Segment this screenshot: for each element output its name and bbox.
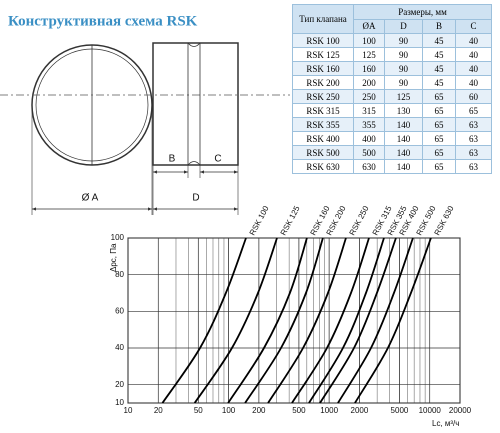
size-table: Тип клапана Размеры, мм ØA D B C RSK 100 100 90 4…: [292, 4, 492, 174]
y-axis-label: Δpc, Па: [109, 243, 118, 272]
table-cell: 63: [455, 159, 492, 174]
table-cell: 60: [455, 89, 492, 104]
table-cell: 125: [353, 47, 385, 62]
table-cell: RSK 125: [292, 47, 354, 62]
y-tick-label: 20: [115, 380, 124, 389]
x-axis-label: Lc, м³/ч: [432, 419, 459, 428]
subheader-cell: B: [422, 18, 456, 34]
table-cell: 63: [455, 131, 492, 146]
table-cell: RSK 355: [292, 117, 354, 132]
table-cell: 100: [353, 33, 385, 48]
table-cell: 65: [422, 159, 456, 174]
technical-drawing: [0, 42, 290, 215]
table-cell: 90: [384, 33, 423, 48]
table-cell: 40: [455, 47, 492, 62]
x-tick-label: 5000: [391, 406, 409, 415]
table-cell: 315: [353, 103, 385, 118]
table-cell: 140: [384, 145, 423, 160]
table-cell: 45: [422, 47, 456, 62]
table-cell: 90: [384, 75, 423, 90]
x-tick-label: 10: [124, 406, 133, 415]
x-tick-label: 1000: [320, 406, 338, 415]
curve-label: RSK 250: [348, 204, 371, 237]
table-cell: RSK 100: [292, 33, 354, 48]
table-cell: 65: [422, 103, 456, 118]
table-cell: 65: [422, 145, 456, 160]
table-cell: 160: [353, 61, 385, 76]
table-cell: 65: [422, 89, 456, 104]
header-cell: Тип клапана: [292, 4, 354, 34]
dim-label: D: [192, 193, 199, 204]
table-cell: RSK 400: [292, 131, 354, 146]
dim-label: B: [169, 154, 176, 165]
x-tick-label: 10000: [419, 406, 442, 415]
x-tick-label: 2000: [351, 406, 369, 415]
table-cell: 63: [455, 117, 492, 132]
subheader-cell: D: [384, 18, 423, 34]
dim-label: C: [214, 154, 221, 165]
curve: [267, 237, 347, 404]
table-cell: RSK 160: [292, 61, 354, 76]
curve: [227, 237, 308, 404]
table-cell: 45: [422, 75, 456, 90]
header-cell: Размеры, мм: [353, 4, 492, 20]
drawing-title: Конструктивная схема RSK: [8, 13, 198, 29]
table-cell: 45: [422, 61, 456, 76]
subheader-cell: ØA: [353, 18, 385, 34]
table-cell: 130: [384, 103, 423, 118]
table-cell: 355: [353, 117, 385, 132]
curve: [308, 237, 385, 404]
table-cell: 500: [353, 145, 385, 160]
table-cell: 125: [384, 89, 423, 104]
x-tick-label: 200: [252, 406, 266, 415]
table-cell: RSK 500: [292, 145, 354, 160]
table-cell: 140: [384, 131, 423, 146]
table-cell: 90: [384, 61, 423, 76]
x-tick-label: 20: [154, 406, 163, 415]
y-tick-label: 10: [115, 398, 124, 407]
table-cell: RSK 250: [292, 89, 354, 104]
curve: [319, 237, 397, 404]
table-cell: 40: [455, 61, 492, 76]
curve: [337, 237, 414, 404]
curve-label: RSK 125: [279, 204, 302, 237]
table-cell: 90: [384, 47, 423, 62]
y-tick-label: 60: [115, 306, 124, 315]
x-tick-label: 500: [292, 406, 306, 415]
table-cell: RSK 315: [292, 103, 354, 118]
table-cell: 140: [384, 159, 423, 174]
table-cell: 250: [353, 89, 385, 104]
curve: [291, 237, 370, 404]
table-cell: RSK 630: [292, 159, 354, 174]
subheader-cell: C: [455, 18, 492, 34]
y-tick-label: 80: [115, 270, 124, 279]
table-cell: 63: [455, 145, 492, 160]
y-tick-label: 100: [111, 233, 125, 242]
table-cell: 40: [455, 75, 492, 90]
table-cell: 140: [384, 117, 423, 132]
curve-label: RSK 100: [248, 204, 271, 237]
x-tick-label: 20000: [449, 406, 472, 415]
curve: [161, 237, 247, 404]
table-cell: 65: [455, 103, 492, 118]
y-tick-label: 40: [115, 343, 124, 352]
table-cell: 65: [422, 117, 456, 132]
table-cell: 200: [353, 75, 385, 90]
table-cell: 65: [422, 131, 456, 146]
dim-label: Ø A: [82, 193, 99, 204]
x-tick-label: 50: [194, 406, 203, 415]
curve: [354, 237, 432, 404]
table-cell: RSK 200: [292, 75, 354, 90]
table-cell: 630: [353, 159, 385, 174]
table-cell: 400: [353, 131, 385, 146]
x-tick-label: 100: [222, 406, 236, 415]
curve: [193, 237, 278, 404]
table-cell: 40: [455, 33, 492, 48]
table-cell: 45: [422, 33, 456, 48]
curve: [244, 237, 324, 404]
